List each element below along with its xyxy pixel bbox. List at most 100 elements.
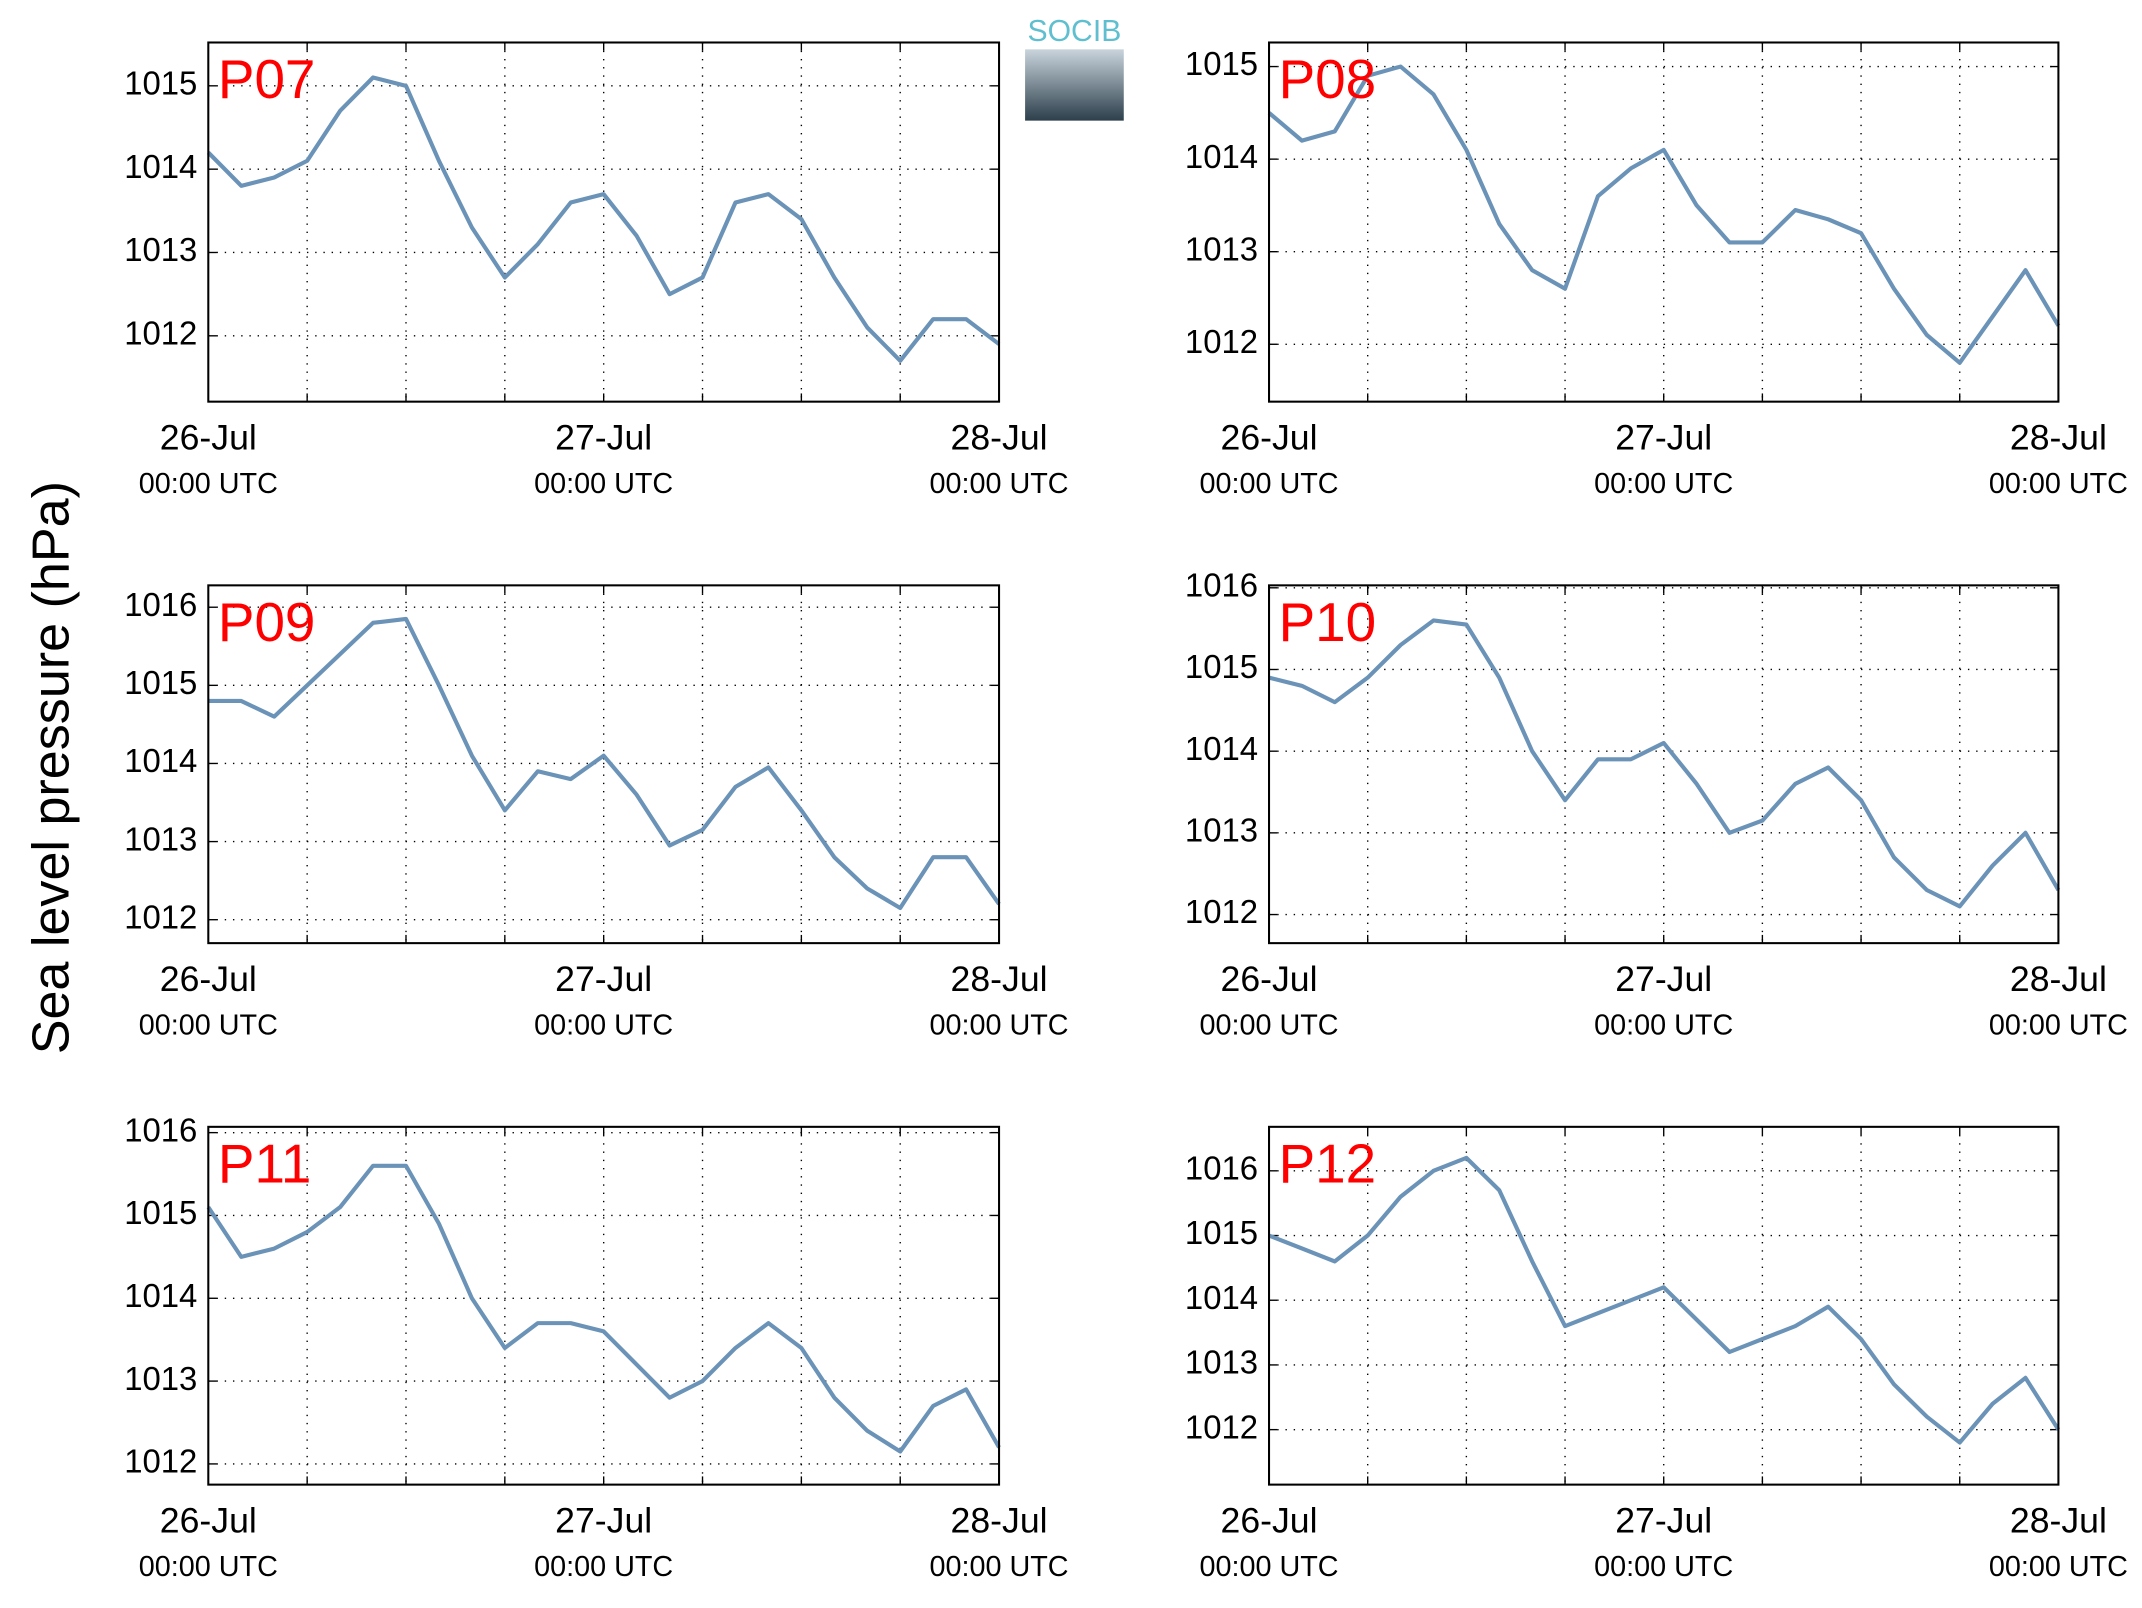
x-tick-label: 27-Jul: [555, 1500, 652, 1540]
logo-text: SOCIB: [1028, 15, 1122, 48]
y-tick-label: 1014: [1185, 1279, 1258, 1316]
plot-frame: [207, 1125, 1001, 1486]
plot-area: [208, 1126, 1000, 1485]
y-tick-label: 1014: [124, 148, 197, 185]
panel-title: P12: [1279, 1132, 1377, 1194]
plot-area: [1269, 1126, 2059, 1485]
y-tick-label: 1013: [124, 1360, 197, 1397]
data-line: [208, 616, 1001, 911]
x-tick-sublabel: 00:00 UTC: [1199, 468, 1338, 500]
plot-frame: [207, 584, 1001, 945]
x-tick-label: 26-Jul: [1221, 959, 1318, 999]
x-tick-sublabel: 00:00 UTC: [1989, 1551, 2128, 1583]
y-tick-label: 1014: [124, 1277, 197, 1314]
x-tick-sublabel: 00:00 UTC: [534, 1551, 673, 1583]
x-tick-sublabel: 00:00 UTC: [534, 468, 673, 500]
x-tick-label: 26-Jul: [1221, 1500, 1318, 1540]
x-tick-sublabel: 00:00 UTC: [1989, 1009, 2128, 1041]
plot-frame: [207, 41, 1001, 403]
logo-box: [1025, 49, 1124, 121]
y-tick-label: 1012: [124, 1443, 197, 1480]
x-tick-label: 27-Jul: [555, 417, 652, 457]
y-tick-label: 1014: [124, 742, 197, 779]
y-tick-label: 1014: [1185, 730, 1258, 767]
y-tick-label: 1012: [1185, 323, 1258, 360]
data-line: [206, 75, 1001, 363]
x-tick-label: 27-Jul: [1615, 1500, 1712, 1540]
x-tick-label: 27-Jul: [555, 959, 652, 999]
y-tick-label: 1013: [1185, 812, 1258, 849]
y-tick-label: 1015: [1185, 648, 1258, 685]
panel: 1012 1013 1014 1015 1016 26-Jul 00:00 UTC 27-Ju…: [124, 584, 1069, 1041]
panel: 1012 1013 1014 1015 26-Jul 00:00 UTC 27-Jul 00:…: [1185, 41, 2128, 500]
x-tick-label: 28-Jul: [951, 959, 1048, 999]
y-tick-label: 1016: [1185, 1150, 1258, 1187]
x-tick-sublabel: 00:00 UTC: [139, 1551, 278, 1583]
x-tick-sublabel: 00:00 UTC: [1199, 1551, 1338, 1583]
y-axis-label: Sea level pressure (hPa): [23, 481, 81, 1054]
y-tick-label: 1012: [124, 898, 197, 935]
y-tick-label: 1013: [124, 231, 197, 268]
x-tick-label: 27-Jul: [1615, 417, 1712, 457]
panel-title: P11: [218, 1132, 311, 1194]
x-tick-sublabel: 00:00 UTC: [1594, 468, 1733, 500]
y-tick-label: 1012: [124, 315, 197, 352]
x-tick-label: 28-Jul: [2010, 417, 2107, 457]
x-tick-sublabel: 00:00 UTC: [930, 1551, 1069, 1583]
x-tick-label: 28-Jul: [951, 417, 1048, 457]
panel: 1012 1013 1014 1015 1016 26-Jul 00:00 UTC 27-Ju…: [124, 1111, 1068, 1583]
plot-area: [1269, 42, 2059, 402]
y-tick-label: 1016: [124, 1111, 197, 1148]
x-tick-sublabel: 00:00 UTC: [534, 1009, 673, 1041]
x-tick-sublabel: 00:00 UTC: [139, 1009, 278, 1041]
x-tick-label: 28-Jul: [951, 1500, 1048, 1540]
x-tick-label: 26-Jul: [160, 417, 257, 457]
x-tick-label: 26-Jul: [160, 959, 257, 999]
x-tick-label: 26-Jul: [160, 1500, 257, 1540]
panel-title: P08: [1279, 48, 1377, 110]
panel-title: P07: [218, 48, 316, 110]
data-line: [206, 1163, 1001, 1454]
panel: 1012 1013 1014 1015 1016 26-Jul 00:00 UTC 27-Ju…: [1185, 566, 2128, 1041]
x-tick-label: 26-Jul: [1221, 417, 1318, 457]
plot-area: [208, 42, 1000, 402]
x-tick-label: 27-Jul: [1615, 959, 1712, 999]
y-tick-label: 1013: [1185, 230, 1258, 267]
plot-frame: [1268, 41, 2060, 403]
y-tick-label: 1015: [124, 65, 197, 102]
plot-area: [208, 585, 1000, 944]
x-tick-sublabel: 00:00 UTC: [1199, 1009, 1338, 1041]
panel: 1012 1013 1014 1015 1016 26-Jul 00:00 UTC 27-Ju…: [1185, 1125, 2128, 1583]
x-tick-sublabel: 00:00 UTC: [139, 468, 278, 500]
y-tick-label: 1012: [1185, 893, 1258, 930]
x-tick-label: 28-Jul: [2010, 959, 2107, 999]
x-tick-sublabel: 00:00 UTC: [930, 468, 1069, 500]
plot-frame: [1268, 584, 2060, 945]
y-tick-label: 1012: [1185, 1408, 1258, 1445]
plot-area: [1269, 585, 2059, 944]
data-line: [1268, 1155, 2061, 1445]
data-line: [1267, 64, 2061, 365]
y-tick-label: 1015: [1185, 45, 1258, 82]
y-tick-label: 1015: [1185, 1214, 1258, 1251]
y-tick-label: 1016: [124, 586, 197, 623]
logo: SOCIB: [1025, 15, 1124, 121]
panel-title: P09: [218, 591, 316, 653]
x-tick-sublabel: 00:00 UTC: [1989, 468, 2128, 500]
x-tick-sublabel: 00:00 UTC: [930, 1009, 1069, 1041]
x-tick-sublabel: 00:00 UTC: [1594, 1551, 1733, 1583]
y-tick-label: 1015: [124, 664, 197, 701]
plot-frame: [1268, 1125, 2060, 1486]
y-tick-label: 1013: [1185, 1344, 1258, 1381]
y-tick-label: 1015: [124, 1194, 197, 1231]
y-tick-label: 1014: [1185, 138, 1258, 175]
x-tick-label: 28-Jul: [2010, 1500, 2107, 1540]
x-tick-sublabel: 00:00 UTC: [1594, 1009, 1733, 1041]
panel-title: P10: [1279, 591, 1377, 653]
data-line: [1268, 618, 2061, 909]
panel: 1012 1013 1014 1015 26-Jul 00:00 UTC 27-Jul 00:…: [124, 41, 1069, 500]
y-tick-label: 1016: [1185, 566, 1258, 603]
y-tick-label: 1013: [124, 820, 197, 857]
